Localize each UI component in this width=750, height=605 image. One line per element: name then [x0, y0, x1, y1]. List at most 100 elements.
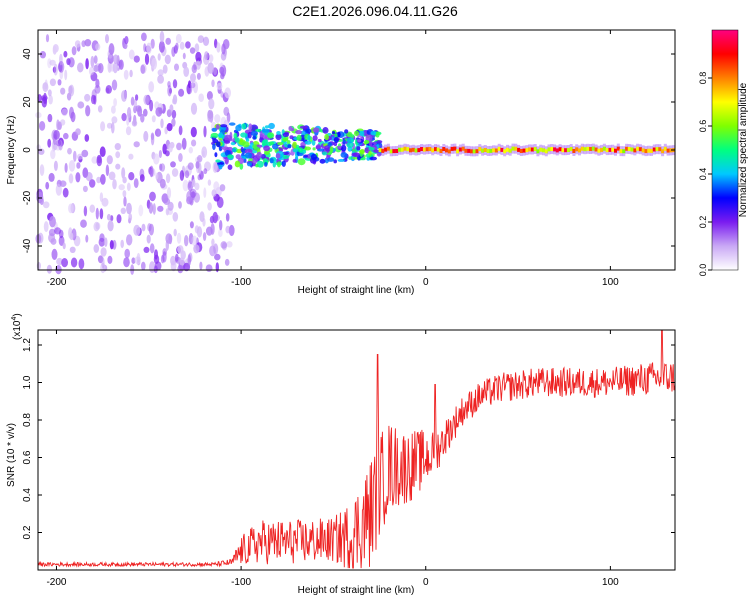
heatmap-scatter-cell: [262, 142, 268, 147]
heatmap-scatter-cell: [312, 127, 320, 133]
heatmap-noise-cell: [226, 112, 231, 123]
snr-x-tick-label: -100: [231, 577, 251, 588]
heatmap-noise-cell: [218, 228, 223, 238]
heatmap-trace-cell: [503, 149, 507, 154]
heatmap-noise-cell: [167, 84, 172, 97]
heatmap-scatter-cell: [264, 125, 270, 129]
heatmap-noise-cell: [191, 235, 198, 247]
heatmap-noise-cell: [189, 188, 197, 198]
heatmap-noise-cell: [66, 58, 71, 66]
heatmap-scatter-cell: [256, 151, 262, 159]
heatmap-trace-cell: [561, 148, 565, 153]
heatmap-scatter-cell: [244, 148, 253, 154]
heatmap-noise-cell: [207, 202, 212, 211]
heatmap-noise-cell: [112, 62, 118, 74]
heatmap-noise-cell: [107, 220, 114, 232]
heatmap-noise-cell: [53, 160, 58, 171]
heatmap-scatter-cell: [295, 130, 302, 135]
heatmap-noise-cell: [90, 94, 96, 105]
heatmap-y-tick-label: 20: [22, 96, 33, 108]
heatmap-scatter-cell: [370, 130, 377, 136]
heatmap-scatter-cell: [356, 146, 361, 151]
heatmap-trace-cell: [539, 147, 543, 152]
heatmap-noise-cell: [100, 121, 106, 132]
heatmap-scatter-cell: [319, 158, 326, 164]
heatmap-trace-cell: [400, 147, 404, 152]
heatmap-trace-cell: [533, 147, 537, 151]
heatmap-scatter-cell: [337, 145, 342, 149]
heatmap-trace-cell: [514, 146, 518, 151]
heatmap-scatter-cell: [276, 161, 281, 168]
heatmap-trace-cell: [608, 147, 612, 152]
heatmap-noise-cell: [49, 59, 56, 66]
colorbar-tick-label: 0.0: [698, 264, 708, 277]
heatmap-noise-cell: [105, 164, 110, 177]
heatmap-noise-cell: [100, 174, 106, 185]
heatmap-noise-cell: [126, 234, 133, 246]
heatmap-scatter-cell: [233, 132, 238, 139]
heatmap-noise-cell: [187, 181, 193, 192]
heatmap-trace-cell: [461, 146, 465, 151]
heatmap-noise-cell: [189, 221, 194, 229]
heatmap-scatter-cell: [333, 159, 338, 164]
heatmap-noise-cell: [62, 187, 69, 198]
heatmap-trace-cell: [650, 148, 653, 153]
heatmap-scatter-cell: [369, 156, 377, 161]
heatmap-scatter-cell: [289, 135, 294, 140]
heatmap-trace-cell: [464, 148, 468, 153]
heatmap-noise-cell: [199, 261, 203, 270]
heatmap-scatter-cell: [305, 128, 312, 134]
heatmap-noise-cell: [190, 73, 196, 83]
heatmap-noise-cell: [166, 187, 172, 199]
heatmap-trace-cell: [622, 149, 626, 154]
heatmap-scatter-cell: [331, 131, 336, 135]
heatmap-noise-cell: [48, 228, 56, 237]
heatmap-trace-cell: [661, 149, 665, 154]
heatmap-noise-cell: [47, 113, 53, 123]
heatmap-noise-cell: [210, 223, 215, 235]
heatmap-noise-cell: [153, 254, 160, 264]
heatmap-noise-cell: [158, 40, 165, 53]
heatmap-trace-cell: [602, 146, 606, 151]
heatmap-noise-cell: [226, 241, 233, 248]
heatmap-trace-cell: [378, 148, 382, 152]
heatmap-trace-cell: [445, 148, 448, 153]
heatmap-noise-cell: [208, 54, 214, 63]
heatmap-noise-cell: [50, 238, 57, 245]
heatmap-trace-cell: [575, 147, 579, 152]
snr-x-label: Height of straight line (km): [298, 585, 415, 596]
heatmap-noise-cell: [216, 82, 223, 90]
heatmap-noise-cell: [101, 257, 105, 269]
heatmap-trace-cell: [384, 147, 388, 152]
heatmap-scatter-cell: [255, 128, 262, 132]
heatmap-noise-cell: [96, 156, 103, 167]
snr-y-tick-label: 0.2: [22, 525, 33, 539]
heatmap-trace-cell: [414, 148, 418, 153]
snr-y-tick-label: 0.8: [22, 413, 33, 427]
heatmap-trace-cell: [511, 146, 515, 151]
heatmap-trace-cell: [525, 148, 529, 153]
heatmap-scatter-cell: [292, 159, 297, 163]
heatmap-noise-cell: [197, 174, 202, 181]
heatmap-noise-cell: [150, 38, 155, 49]
heatmap-scatter-cell: [287, 144, 292, 149]
heatmap-noise-cell: [84, 93, 91, 102]
heatmap-noise-cell: [68, 160, 76, 172]
heatmap-trace-cell: [453, 146, 457, 151]
heatmap-noise-cell: [42, 201, 50, 209]
heatmap-noise-cell: [212, 211, 218, 224]
heatmap-noise-cell: [64, 69, 68, 81]
heatmap-trace-cell: [544, 149, 548, 154]
heatmap-noise-cell: [50, 149, 56, 160]
heatmap-noise-cell: [80, 219, 87, 228]
heatmap-noise-cell: [158, 107, 163, 115]
heatmap-noise-cell: [189, 47, 196, 54]
heatmap-trace-cell: [434, 147, 437, 152]
heatmap-noise-cell: [181, 137, 187, 150]
heatmap-trace-cell: [483, 148, 487, 152]
heatmap-cells: [35, 31, 676, 275]
heatmap-noise-cell: [182, 52, 186, 60]
heatmap-noise-cell: [121, 113, 127, 122]
heatmap-noise-cell: [159, 31, 165, 43]
